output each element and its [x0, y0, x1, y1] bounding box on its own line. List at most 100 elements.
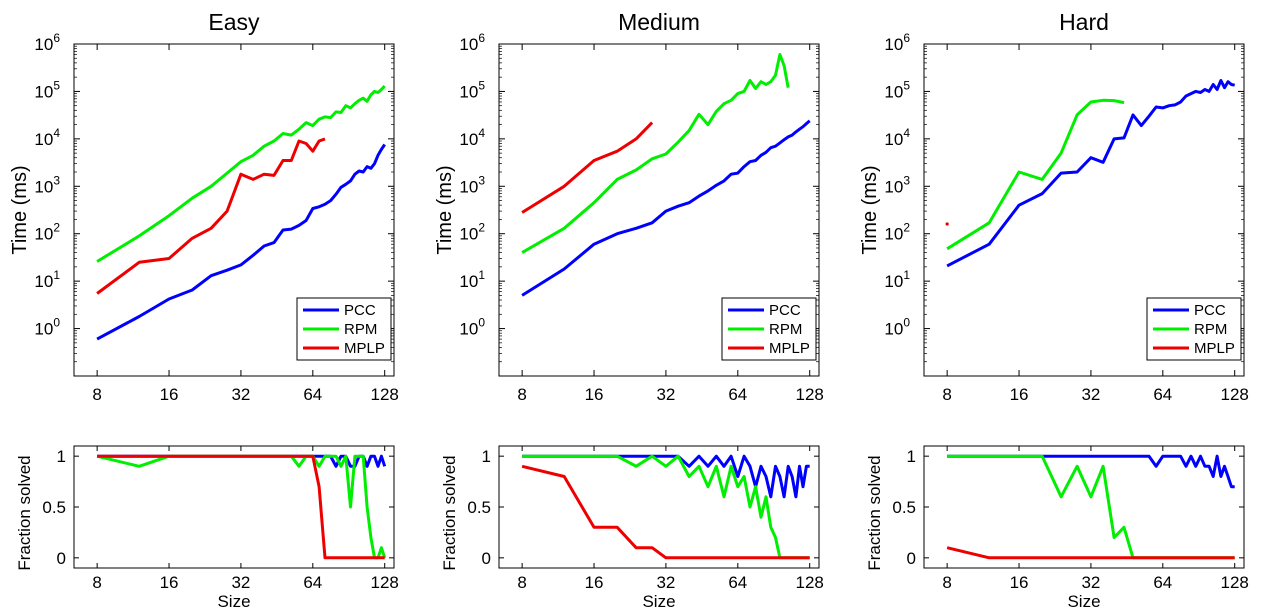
legend-label-pcc: PCC [1194, 302, 1226, 319]
y-tick-label: 0 [57, 549, 66, 568]
plot-title: Medium [618, 9, 700, 35]
y-tick-label: 0.5 [467, 498, 491, 517]
series-line-rpm [521, 53, 790, 254]
x-tick-label: 8 [942, 385, 951, 404]
plot-title: Hard [1059, 9, 1109, 35]
y-axis-label: Time (ms) [859, 165, 881, 254]
series-line-pcc [521, 119, 811, 297]
series-line-rpm [946, 98, 1125, 251]
fraction-plot-0: Fraction solved Size 0 0.5 1 8 16 32 64 128 [15, 445, 399, 611]
series-line-rpm [96, 454, 387, 560]
x-axis-label: Size [217, 592, 250, 611]
x-tick-label: 128 [371, 573, 399, 592]
legend-label-pcc: PCC [344, 302, 376, 319]
series-line-pcc [947, 454, 1235, 489]
legend-label-mplp: MPLP [344, 340, 385, 357]
y-tick-label: 1 [57, 447, 66, 466]
x-tick-label: 8 [92, 385, 101, 404]
x-tick-label: 32 [1081, 385, 1100, 404]
y-tick-label: 106 [459, 31, 485, 54]
y-tick-label: 0.5 [42, 498, 66, 517]
axes-frame [498, 445, 820, 569]
y-tick-label: 106 [884, 31, 910, 54]
x-axis-label: Size [1067, 592, 1100, 611]
x-tick-label: 64 [1153, 573, 1172, 592]
time-plot-0: Easy Time (ms) 100 101 102 103 104 105 106 8 16 32 6… [9, 9, 399, 404]
y-tick-label: 1 [907, 447, 916, 466]
legend-label-rpm: RPM [769, 321, 802, 338]
y-tick-label: 0.5 [892, 498, 916, 517]
series-line-mplp [946, 546, 1235, 560]
x-tick-label: 128 [1221, 385, 1249, 404]
y-tick-label: 101 [884, 268, 910, 291]
x-tick-label: 16 [585, 573, 604, 592]
x-tick-label: 32 [1081, 573, 1100, 592]
x-tick-label: 32 [231, 385, 250, 404]
plot-title: Easy [208, 9, 260, 35]
y-tick-label: 106 [34, 31, 60, 54]
y-tick-label: 100 [459, 316, 485, 339]
y-tick-label: 102 [884, 221, 910, 244]
legend: PCC RPM MPLP [296, 297, 392, 361]
y-tick-label: 102 [459, 221, 485, 244]
series-point-mplp [945, 222, 949, 226]
y-axis-label: Time (ms) [434, 165, 456, 254]
y-tick-label: 104 [884, 126, 910, 149]
time-plot-2: Hard Time (ms) 100 101 102 103 104 105 106 8 16 32 6… [859, 9, 1249, 404]
y-tick-label: 101 [34, 268, 60, 291]
series-line-rpm [96, 84, 386, 263]
legend: PCC RPM MPLP [721, 297, 817, 361]
legend-label-pcc: PCC [769, 302, 801, 319]
y-tick-label: 100 [34, 316, 60, 339]
series-line-mplp [97, 454, 385, 560]
series-line-mplp [521, 121, 654, 214]
series-line-mplp [521, 464, 810, 560]
series-line-rpm [947, 454, 1235, 560]
y-tick-label: 103 [884, 173, 910, 196]
y-tick-label: 101 [459, 268, 485, 291]
x-tick-label: 16 [1010, 385, 1029, 404]
y-tick-label: 105 [884, 78, 910, 101]
x-tick-label: 128 [371, 385, 399, 404]
x-tick-label: 64 [728, 573, 747, 592]
axes-frame [73, 43, 395, 377]
x-tick-label: 64 [1153, 385, 1172, 404]
y-tick-label: 105 [34, 78, 60, 101]
y-axis-label: Fraction solved [440, 455, 459, 570]
axes-frame [498, 43, 820, 377]
axes-frame [923, 43, 1245, 377]
y-tick-label: 102 [34, 221, 60, 244]
legend-label-rpm: RPM [344, 321, 377, 338]
y-tick-label: 103 [34, 173, 60, 196]
x-tick-label: 64 [303, 385, 322, 404]
x-tick-label: 8 [92, 573, 101, 592]
fraction-plot-2: Fraction solved Size 0 0.5 1 8 16 32 64 128 [865, 445, 1249, 611]
y-axis-label: Time (ms) [9, 165, 31, 254]
x-tick-label: 64 [728, 385, 747, 404]
x-tick-label: 16 [160, 385, 179, 404]
x-tick-label: 16 [585, 385, 604, 404]
series-line-rpm [522, 454, 810, 560]
fraction-plot-1: Fraction solved Size 0 0.5 1 8 16 32 64 128 [440, 445, 824, 611]
x-tick-label: 32 [656, 385, 675, 404]
time-plot-1: Medium Time (ms) 100 101 102 103 104 105 106 8 16 3… [434, 9, 824, 404]
y-tick-label: 0 [482, 549, 491, 568]
y-axis-label: Fraction solved [865, 455, 884, 570]
series-line-pcc [96, 143, 386, 341]
x-tick-label: 32 [656, 573, 675, 592]
x-tick-label: 128 [796, 385, 824, 404]
axes-frame [73, 445, 395, 569]
series-line-mplp [96, 137, 326, 295]
x-axis-label: Size [642, 592, 675, 611]
y-tick-label: 104 [459, 126, 485, 149]
y-tick-label: 104 [34, 126, 60, 149]
y-tick-label: 103 [459, 173, 485, 196]
x-tick-label: 128 [796, 573, 824, 592]
y-tick-label: 0 [907, 549, 916, 568]
axes-frame [923, 445, 1245, 569]
series-line-pcc [946, 79, 1236, 268]
y-tick-label: 1 [482, 447, 491, 466]
y-tick-label: 100 [884, 316, 910, 339]
x-tick-label: 8 [517, 385, 526, 404]
